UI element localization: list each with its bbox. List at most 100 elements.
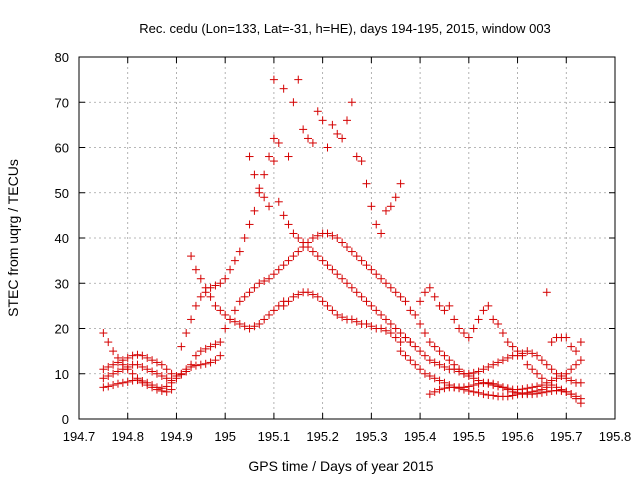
x-tick-labels: 194.7 194.8 194.9 195 195.1 195.2 195.3 195.4 19… — [63, 429, 632, 444]
x-tick-label: 195.4 — [404, 429, 437, 444]
data-point — [138, 378, 147, 387]
data-point — [552, 383, 561, 392]
data-point — [523, 360, 532, 369]
data-point — [498, 383, 507, 392]
data-point — [250, 206, 259, 215]
data-point — [377, 310, 386, 319]
axis-ticks — [78, 56, 616, 420]
data-point — [386, 329, 395, 338]
data-point — [328, 231, 337, 240]
data-point — [377, 274, 386, 283]
data-point — [362, 179, 371, 188]
data-point — [260, 170, 269, 179]
x-tick-label: 195.7 — [550, 429, 583, 444]
data-point — [430, 374, 439, 383]
data-point — [352, 317, 361, 326]
data-point — [289, 98, 298, 107]
y-tick-label: 20 — [55, 322, 69, 337]
data-point — [279, 261, 288, 270]
data-point — [265, 310, 274, 319]
data-point — [235, 297, 244, 306]
data-point — [99, 374, 108, 383]
data-point — [474, 367, 483, 376]
data-point — [240, 322, 249, 331]
data-point — [133, 350, 142, 359]
data-point — [328, 120, 337, 129]
data-point — [503, 338, 512, 347]
data-point — [484, 301, 493, 310]
data-point — [508, 391, 517, 400]
data-point — [104, 362, 113, 371]
data-point — [333, 310, 342, 319]
data-point — [469, 324, 478, 333]
data-point — [255, 319, 264, 328]
data-point — [542, 288, 551, 297]
data-point — [191, 361, 200, 370]
data-point — [396, 329, 405, 338]
data-point — [333, 270, 342, 279]
data-point — [328, 265, 337, 274]
data-point — [245, 324, 254, 333]
data-point — [162, 374, 171, 383]
data-point — [498, 356, 507, 365]
data-point — [250, 170, 259, 179]
data-point — [143, 353, 152, 362]
data-point — [182, 367, 191, 376]
data-point — [226, 265, 235, 274]
data-point — [542, 360, 551, 369]
data-point — [323, 301, 332, 310]
x-tick-label: 195.3 — [355, 429, 388, 444]
data-point — [391, 193, 400, 202]
data-point — [562, 387, 571, 396]
data-point — [152, 358, 161, 367]
data-point — [245, 220, 254, 229]
data-point — [430, 292, 439, 301]
data-point — [381, 206, 390, 215]
data-point — [196, 360, 205, 369]
x-tick-label: 195.2 — [306, 429, 339, 444]
data-point — [123, 353, 132, 362]
data-point — [128, 369, 137, 378]
data-point — [104, 338, 113, 347]
data-point — [386, 202, 395, 211]
data-point — [455, 365, 464, 374]
data-point — [352, 288, 361, 297]
data-point — [191, 301, 200, 310]
data-point — [265, 274, 274, 283]
data-point — [381, 315, 390, 324]
data-point — [133, 374, 142, 383]
data-point — [430, 358, 439, 367]
data-point — [240, 292, 249, 301]
data-point — [308, 290, 317, 299]
data-point — [318, 116, 327, 125]
data-point — [138, 351, 147, 360]
data-point — [162, 365, 171, 374]
data-point — [537, 374, 546, 383]
data-point — [318, 297, 327, 306]
data-point — [416, 365, 425, 374]
data-point — [338, 274, 347, 283]
data-point — [425, 283, 434, 292]
data-point — [420, 351, 429, 360]
data-point — [450, 315, 459, 324]
data-point — [279, 84, 288, 93]
data-point — [459, 329, 468, 338]
data-point — [435, 360, 444, 369]
data-point — [128, 351, 137, 360]
data-point — [518, 390, 527, 399]
data-point — [299, 125, 308, 134]
data-point — [177, 342, 186, 351]
data-point — [289, 229, 298, 238]
data-point — [216, 351, 225, 360]
data-point — [343, 279, 351, 288]
data-point — [328, 306, 337, 315]
data-point — [440, 306, 449, 315]
data-point — [221, 274, 230, 283]
data-point — [206, 292, 215, 301]
data-point — [503, 353, 512, 362]
data-point — [391, 324, 400, 333]
data-point — [182, 329, 191, 338]
data-point — [152, 369, 161, 378]
data-point — [245, 152, 254, 161]
data-point — [425, 338, 434, 347]
